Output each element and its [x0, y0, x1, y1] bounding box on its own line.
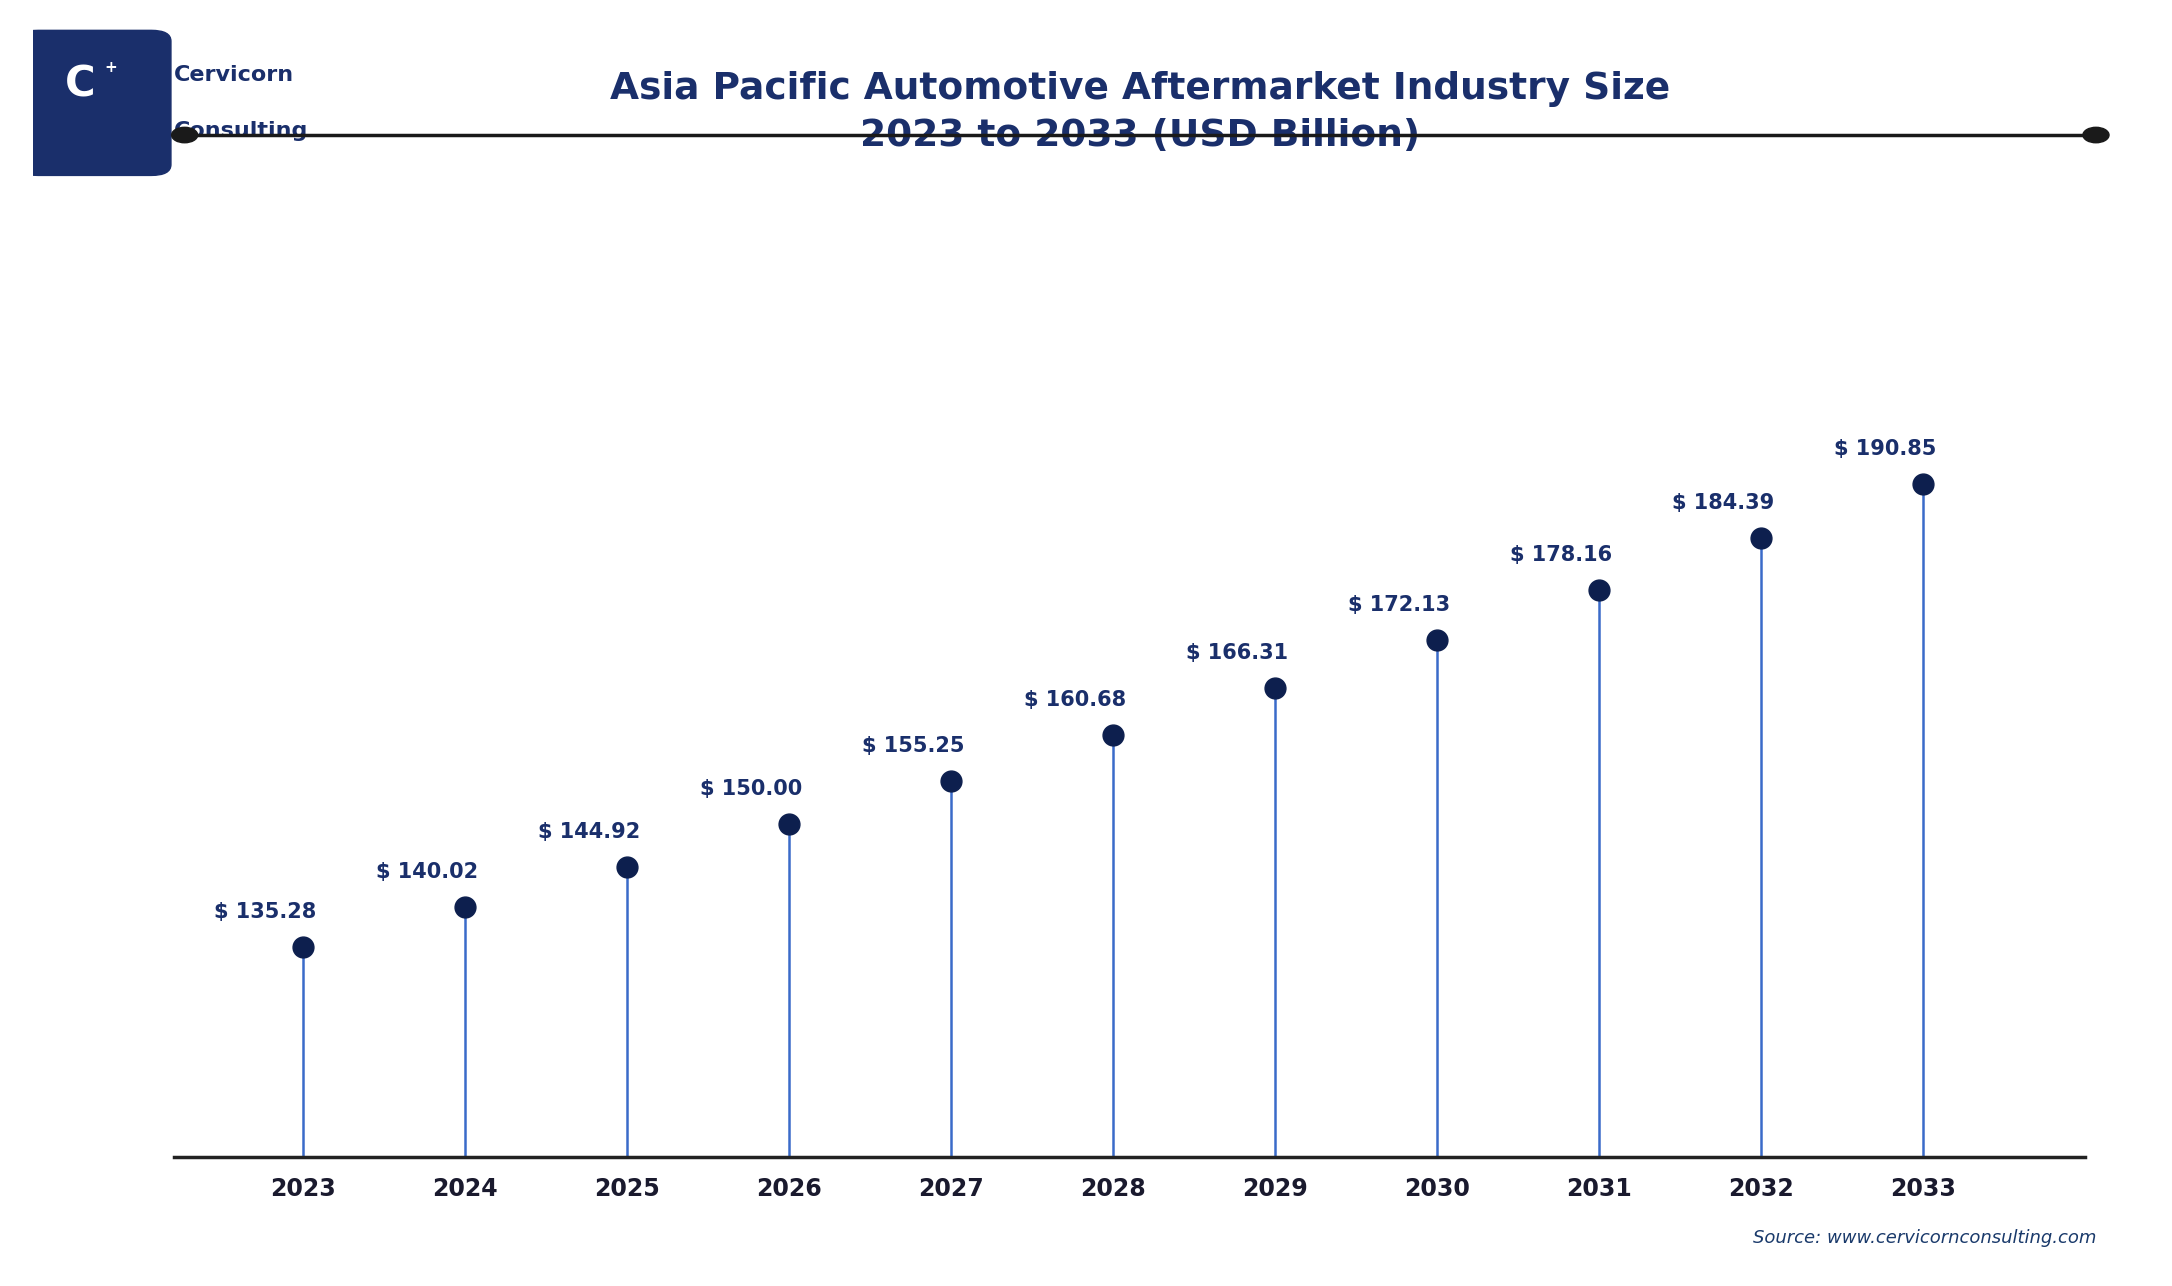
Text: $ 140.02: $ 140.02 [376, 863, 478, 882]
Text: $ 172.13: $ 172.13 [1349, 595, 1451, 615]
Text: Source: www.cervicornconsulting.com: Source: www.cervicornconsulting.com [1753, 1229, 2096, 1247]
Text: $ 135.28: $ 135.28 [215, 901, 317, 922]
Text: C: C [65, 63, 96, 105]
Text: $ 190.85: $ 190.85 [1833, 439, 1937, 459]
Text: $ 144.92: $ 144.92 [539, 822, 641, 841]
Text: $ 184.39: $ 184.39 [1672, 493, 1775, 513]
Text: Consulting: Consulting [174, 121, 308, 140]
Text: $ 155.25: $ 155.25 [862, 736, 964, 756]
Text: $ 166.31: $ 166.31 [1186, 643, 1288, 664]
Text: $ 178.16: $ 178.16 [1510, 545, 1612, 565]
Text: $ 160.68: $ 160.68 [1025, 691, 1127, 710]
Text: Asia Pacific Automotive Aftermarket Industry Size
2023 to 2033 (USD Billion): Asia Pacific Automotive Aftermarket Indu… [610, 71, 1670, 154]
Text: Cervicorn: Cervicorn [174, 66, 293, 85]
Text: $ 150.00: $ 150.00 [699, 779, 801, 800]
Text: +: + [104, 60, 117, 75]
FancyBboxPatch shape [17, 31, 172, 175]
